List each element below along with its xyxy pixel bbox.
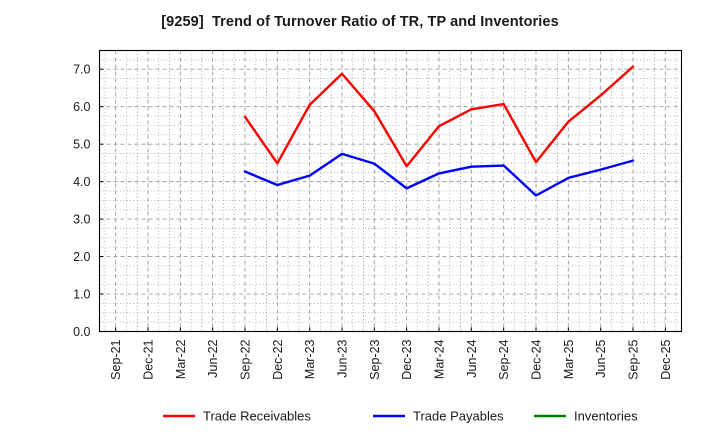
x-tick-label: Sep-23 [368, 339, 382, 379]
legend-label-inventories: Inventories [574, 409, 638, 424]
chart-title: [9259] Trend of Turnover Ratio of TR, TP… [161, 14, 559, 30]
data-series-group [243, 65, 635, 197]
chart-legend: Trade Receivables Trade Payables Inventori… [163, 409, 638, 424]
x-tick-label: Jun-24 [465, 339, 479, 377]
x-tick-label: Sep-25 [627, 339, 641, 379]
grid-lines [99, 50, 682, 332]
y-tick-label: 7.0 [73, 63, 90, 77]
y-tick-label: 6.0 [73, 100, 90, 114]
x-tick-label: Jun-25 [594, 339, 608, 377]
y-tick-label: 4.0 [73, 175, 90, 189]
x-tick-label: Dec-21 [142, 339, 156, 379]
x-tick-label: Dec-24 [530, 339, 544, 379]
x-axis: Sep-21 Dec-21 Mar-22 Jun-22 Sep-22 Dec-22 Mar-… [109, 327, 673, 380]
x-tick-label: Sep-21 [109, 339, 123, 379]
y-tick-label: 3.0 [73, 213, 90, 227]
x-tick-label: Mar-22 [174, 339, 188, 379]
plot-frame [98, 49, 683, 333]
y-tick-label: 1.0 [73, 288, 90, 302]
x-tick-label: Dec-22 [271, 339, 285, 379]
y-tick-label: 0.0 [73, 325, 90, 339]
x-tick-label: Dec-23 [400, 339, 414, 379]
legend-label-trade-payables: Trade Payables [413, 409, 504, 424]
x-tick-label: Dec-25 [659, 339, 673, 379]
legend-label-trade-receivables: Trade Receivables [203, 409, 311, 424]
x-tick-label: Mar-25 [562, 339, 576, 379]
x-tick-label: Mar-24 [433, 339, 447, 379]
series-line-trade-receivables [243, 65, 635, 168]
x-tick-label: Sep-22 [239, 339, 253, 379]
y-axis: 0.0 1.0 2.0 3.0 4.0 5.0 6.0 7.0 [73, 63, 104, 339]
x-tick-label: Sep-24 [497, 339, 511, 379]
y-tick-label: 2.0 [73, 250, 90, 264]
series-line-trade-payables [243, 152, 635, 197]
y-tick-label: 5.0 [73, 138, 90, 152]
x-tick-label: Jun-23 [336, 339, 350, 377]
x-tick-label: Jun-22 [206, 339, 220, 377]
x-tick-label: Mar-23 [303, 339, 317, 379]
